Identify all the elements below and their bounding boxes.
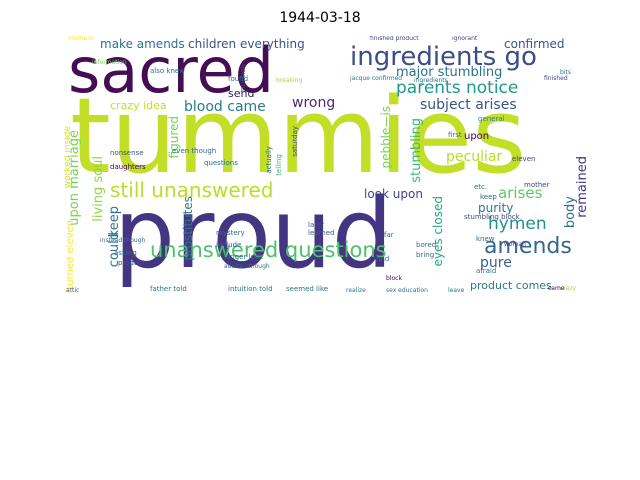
word-prostitutes: prostitutes: [181, 196, 195, 261]
word-sacred: sacred: [68, 36, 275, 107]
word-mystery: mystery: [216, 229, 245, 237]
word-unanswered-questions: unanswered questions: [150, 238, 387, 262]
word-blood-came: blood came: [184, 99, 266, 115]
word-still-unanswered: still unanswered: [110, 178, 274, 202]
word-children-everything: children everything: [188, 37, 305, 51]
word-intuition-told: intuition told: [228, 285, 273, 293]
word-etc: etc.: [474, 183, 488, 191]
word-remained: remained: [575, 156, 590, 218]
word-saturday: saturday: [291, 126, 299, 157]
word-product: product: [118, 259, 145, 267]
word-bits: bits: [560, 69, 571, 76]
word-instead-though: instead though: [100, 237, 146, 244]
word-wrong: wrong: [292, 95, 336, 111]
word-came: came: [548, 285, 565, 292]
word-keep-small: keep: [480, 193, 497, 201]
word-later: later: [308, 221, 325, 229]
word-make-amends: make amends: [100, 37, 185, 51]
word-parents-notice: parents notice: [396, 78, 519, 98]
word-eleven: eleven: [512, 155, 536, 163]
word-attic: attic: [66, 287, 80, 294]
word-pure: pure: [480, 255, 512, 271]
word-ingredients: ingredients: [414, 77, 448, 84]
word-finished-product: finished product: [370, 36, 419, 42]
word-include: include: [216, 241, 242, 249]
word-asking: asking: [114, 249, 137, 257]
word-major-stumbling: major stumbling: [396, 65, 503, 80]
word-realize: realize: [346, 287, 366, 294]
word-leave: leave: [448, 287, 465, 294]
word-amends: amends: [484, 234, 572, 259]
word-worked-inside: worked inside: [64, 126, 73, 189]
word-bored: bored: [416, 241, 437, 249]
word-cloud: tummies proud sacred ingredients go pare…: [64, 36, 592, 300]
word-actually: actually: [265, 146, 273, 174]
word-product-comes: product comes: [470, 279, 552, 292]
word-arises: arises: [498, 184, 543, 202]
word-father-told: father told: [150, 285, 187, 293]
word-questions: questions: [204, 159, 238, 167]
word-general: general: [478, 115, 505, 123]
word-tummies: tummies: [70, 75, 527, 197]
word-found: found: [228, 75, 249, 83]
word-hymen: hymen: [488, 214, 547, 234]
word-longer-look: longer look: [224, 253, 264, 261]
word-crazy-idea: crazy idea: [110, 99, 167, 112]
word-knew: knew: [476, 235, 495, 243]
word-telling: telling: [275, 154, 283, 176]
word-pebble-is: pebble—is: [379, 106, 393, 169]
word-afraid: afraid: [476, 267, 497, 275]
word-information: information: [92, 59, 127, 66]
word-mother: mother: [524, 181, 550, 189]
word-proud: proud: [114, 178, 393, 290]
word-seemed-like: seemed like: [286, 285, 329, 293]
word-far: far: [384, 231, 394, 239]
word-upon: upon: [464, 131, 490, 142]
word-finished: finished: [544, 75, 568, 82]
word-jacque-confirmed: jacque confirmed: [350, 75, 403, 82]
word-stumbling: stumbling: [409, 118, 424, 183]
word-breaking: breaking: [276, 77, 303, 84]
word-confirmed: confirmed: [504, 37, 565, 51]
word-ingredients-go: ingredients go: [350, 42, 537, 72]
word-sex-education: sex education: [386, 287, 428, 294]
word-stumbling-block: stumbling block: [464, 213, 520, 221]
word-adults-though: adults—though: [224, 263, 270, 270]
chart-title: 1944-03-18: [279, 10, 361, 26]
word-keep: keep: [107, 206, 122, 238]
word-even-though: even though: [172, 147, 217, 155]
word-mothers: mothers: [68, 36, 93, 42]
word-first: first: [448, 131, 462, 139]
word-bring: bring: [416, 251, 435, 259]
word-purity: purity: [478, 201, 514, 215]
word-crazy: crazy: [560, 285, 577, 292]
word-peculiar: peculiar: [446, 149, 503, 165]
word-daughters: daughters: [110, 163, 146, 171]
word-look-upon: look upon: [364, 187, 423, 201]
word-block: block: [386, 275, 402, 282]
word-woman: woman: [504, 241, 526, 248]
word-also-knew: also knew: [150, 67, 185, 75]
word-learned: learned: [308, 229, 335, 237]
word-nonsense: nonsense: [110, 149, 144, 157]
word-find: find: [376, 255, 390, 263]
word-subject-arises: subject arises: [420, 97, 517, 113]
word-send: send: [228, 87, 255, 100]
word-living-soul: living soul: [91, 156, 106, 222]
word-turned-eleven: turned eleven: [65, 220, 76, 290]
word-ignorant: ignorant: [452, 36, 478, 42]
